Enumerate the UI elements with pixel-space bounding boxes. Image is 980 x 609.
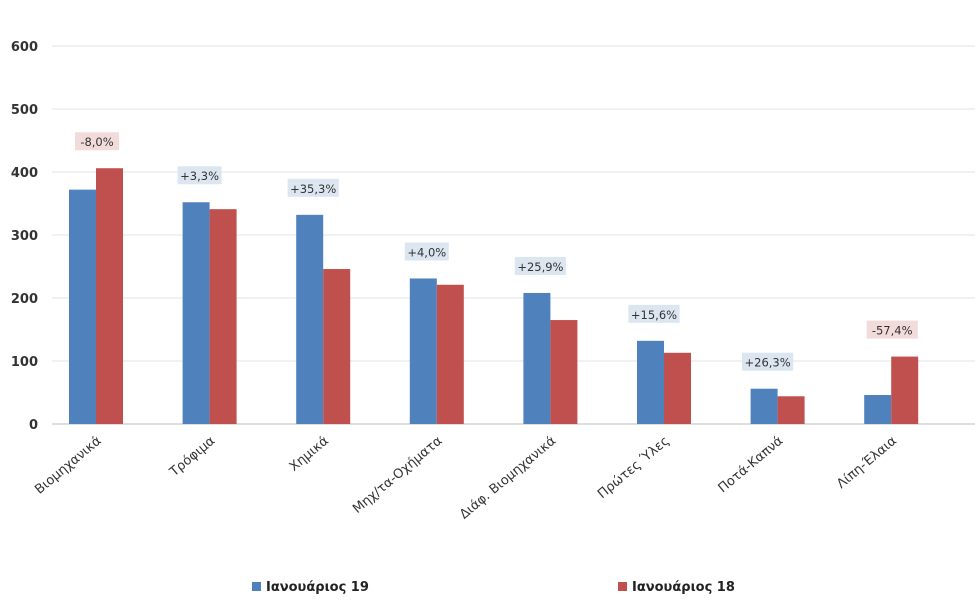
bar-jan18 (891, 356, 919, 424)
bar-jan19 (296, 214, 324, 424)
legend-label: Ιανουάριος 18 (632, 580, 735, 595)
change-annotation: -57,4% (866, 320, 918, 339)
legend-label: Ιανουάριος 19 (266, 580, 369, 595)
annotation-label: -57,4% (872, 324, 913, 338)
y-tick-label: 100 (11, 355, 38, 370)
annotation-label: +26,3% (745, 356, 791, 370)
y-tick-label: 0 (29, 418, 38, 433)
bar-jan19 (69, 189, 96, 424)
bar-jan18 (209, 209, 237, 424)
bar-jan18 (323, 269, 351, 424)
bar-jan19 (409, 278, 437, 424)
bar-jan19 (637, 340, 664, 424)
change-annotation: -8,0% (75, 132, 119, 151)
annotation-label: -8,0% (80, 135, 113, 149)
y-tick-label: 500 (11, 103, 38, 118)
annotation-box (742, 352, 794, 371)
change-annotation: +3,3% (177, 166, 222, 185)
legend-swatch (618, 582, 627, 591)
annotation-label: +15,6% (631, 308, 677, 322)
bar-jan19 (750, 388, 778, 424)
y-tick-label: 300 (11, 229, 38, 244)
category-label: Ποτά-Καπνά (716, 434, 787, 497)
change-annotation: +25,9% (514, 256, 566, 275)
y-tick-label: 200 (11, 292, 38, 307)
y-tick-label: 400 (11, 166, 38, 181)
annotation-label: +35,3% (290, 182, 336, 196)
category-label: Χημικά (287, 434, 332, 475)
bar-jan18 (664, 352, 691, 424)
annotation-box (287, 178, 339, 197)
change-annotation: +35,3% (287, 178, 339, 197)
annotation-box (177, 166, 222, 185)
category-label: Βιομηχανικά (32, 434, 104, 498)
bar-jan19 (182, 202, 210, 424)
bar-jan18 (436, 284, 464, 424)
category-label: Διάφ. Βιομηχανικά (457, 434, 559, 523)
annotation-box (404, 242, 449, 261)
annotation-label: +25,9% (517, 260, 563, 274)
change-annotation: +26,3% (742, 352, 794, 371)
legend-swatch (252, 582, 261, 591)
legend-item-jan19: Ιανουάριος 19 (252, 580, 369, 595)
change-annotation: +4,0% (404, 242, 449, 261)
change-annotations: -8,0% +3,3% +35,3% +4,0% +25,9% +15,6% +26,3% -… (75, 132, 918, 371)
category-label: Πρώτες Ύλες (595, 434, 673, 502)
bar-jan19 (864, 395, 892, 424)
legend-item-jan18: Ιανουάριος 18 (618, 580, 735, 595)
legend: Ιανουάριος 19 Ιανουάριος 18 (252, 580, 735, 595)
annotation-label: +4,0% (407, 245, 446, 259)
bar-jan19 (523, 292, 551, 424)
bar-jan18 (777, 396, 805, 424)
annotation-box (628, 304, 680, 323)
annotation-box (75, 132, 119, 151)
category-label: Τρόφιμα (166, 434, 218, 481)
bar-jan18 (96, 168, 123, 424)
y-axis-tick-labels: 0 100 200 300 400 500 600 (11, 40, 38, 433)
bars (69, 168, 919, 424)
annotation-box (866, 320, 918, 339)
annotation-label: +3,3% (180, 169, 219, 183)
category-labels: Βιομηχανικά Τρόφιμα Χημικά Μηχ/τα-Οχήματα Δι… (32, 434, 899, 523)
y-tick-label: 600 (11, 40, 38, 55)
category-label: Μηχ/τα-Οχήματα (350, 434, 445, 517)
annotation-box (514, 256, 566, 275)
change-annotation: +15,6% (628, 304, 680, 323)
bar-jan18 (550, 320, 578, 424)
category-label: Λίπη-Έλαια (834, 434, 900, 492)
